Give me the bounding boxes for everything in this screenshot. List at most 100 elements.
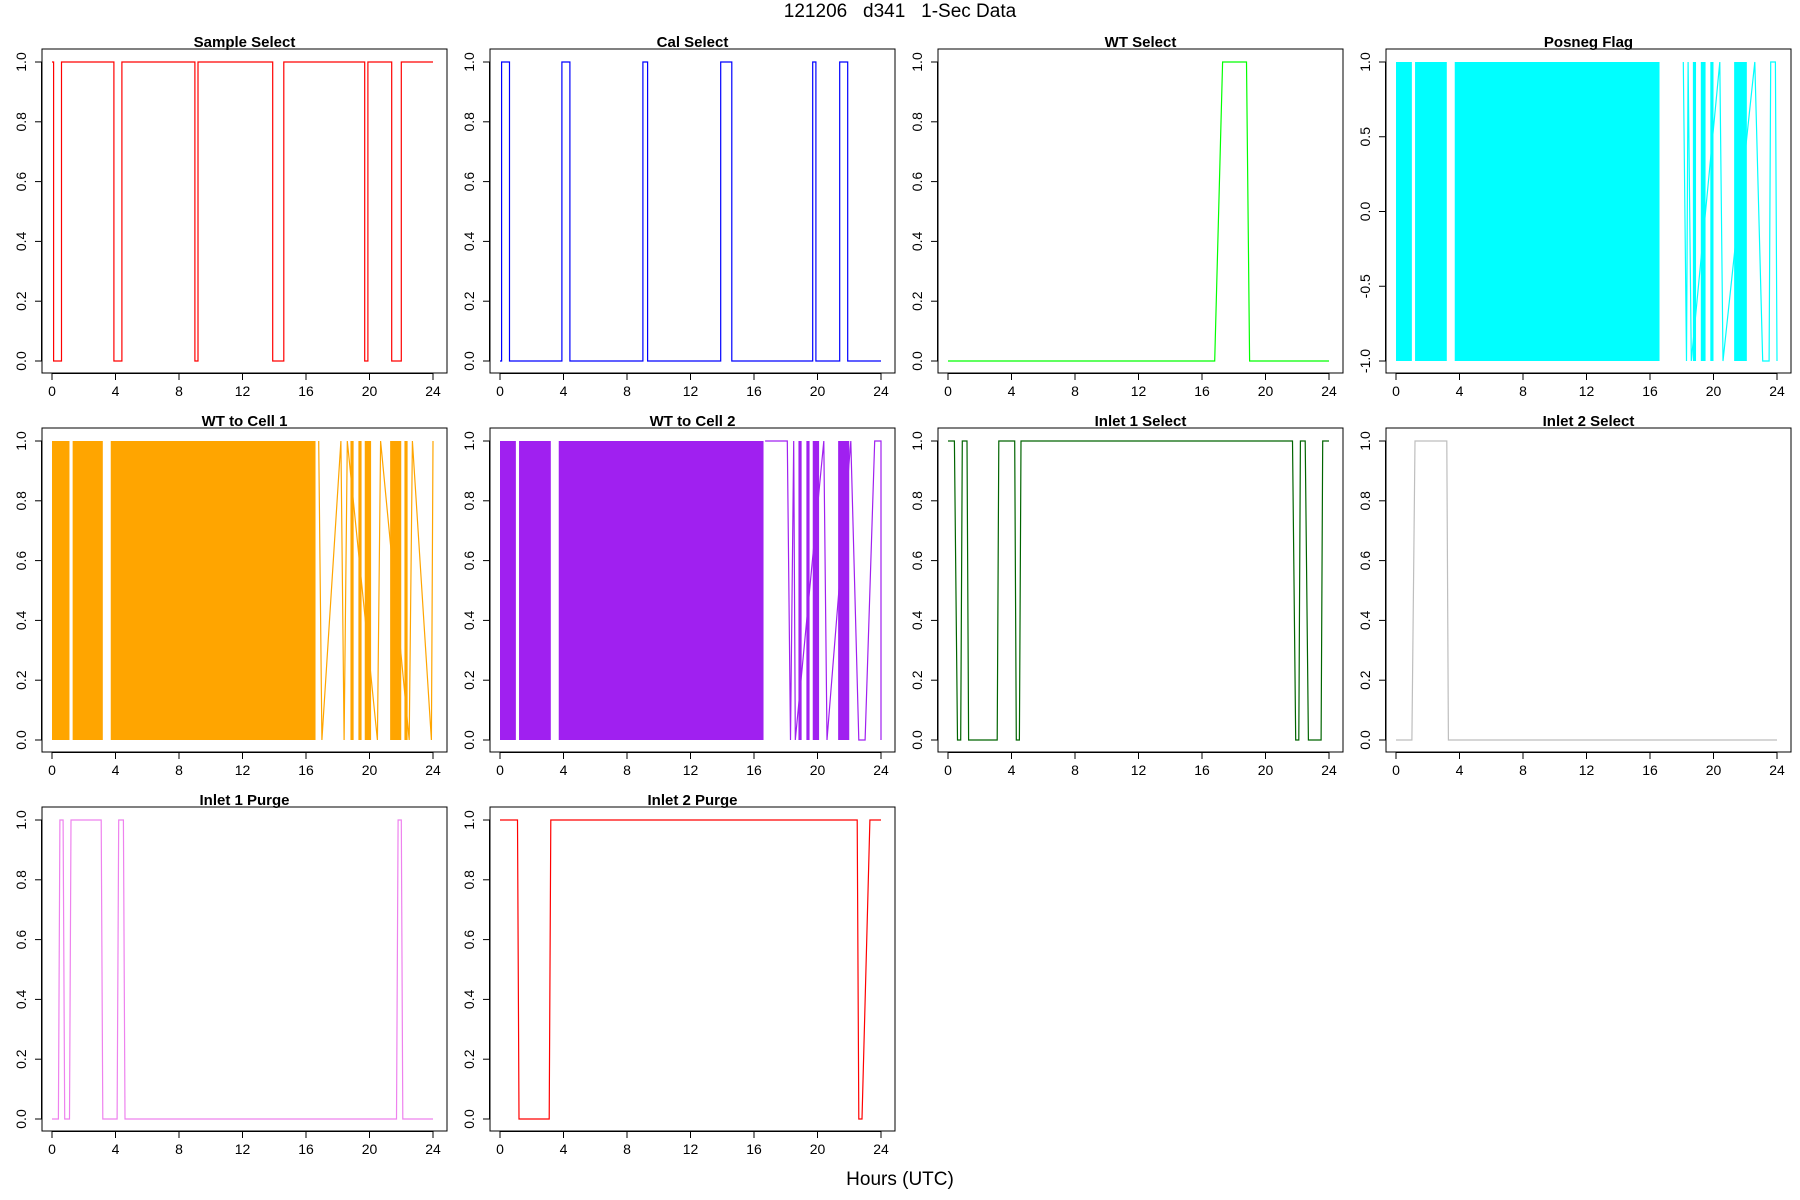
y-tick-label: 0.0: [461, 1109, 477, 1129]
y-tick-label: 0.0: [13, 1109, 29, 1129]
x-tick-label: 0: [944, 762, 952, 778]
y-tick-label: 0.0: [461, 351, 477, 371]
x-tick-label: 12: [235, 762, 251, 778]
y-tick-label: 1.0: [909, 431, 925, 451]
series-line: [500, 61, 881, 362]
series-line: [948, 440, 1329, 741]
series-line: [318, 440, 434, 741]
x-tick-label: 20: [810, 762, 826, 778]
series-line: [52, 819, 433, 1120]
y-tick-label: 0.6: [461, 930, 477, 950]
data-band: [110, 441, 316, 740]
x-tick-label: 16: [1194, 383, 1210, 399]
x-tick-label: 20: [810, 383, 826, 399]
x-axis-label: Hours (UTC): [846, 1169, 954, 1190]
data-band: [798, 441, 802, 740]
panel-title: Cal Select: [657, 34, 729, 51]
y-tick-label: 1.0: [1357, 431, 1373, 451]
x-tick-label: 16: [1194, 762, 1210, 778]
y-tick-label: 0.6: [909, 172, 925, 192]
y-tick-label: 0.6: [1357, 551, 1373, 571]
x-tick-label: 20: [1258, 383, 1274, 399]
y-tick-label: 0.2: [909, 291, 925, 311]
x-tick-label: 4: [560, 383, 568, 399]
data-band: [404, 441, 408, 740]
y-tick-label: 0.8: [461, 870, 477, 890]
y-tick-label: 0.4: [1357, 610, 1373, 630]
y-tick-label: -0.5: [1357, 274, 1373, 298]
y-tick-label: 0.0: [1357, 730, 1373, 750]
x-tick-label: 8: [623, 762, 631, 778]
y-tick-label: 0.4: [13, 610, 29, 630]
x-tick-label: 20: [362, 383, 378, 399]
series-line: [52, 61, 433, 362]
y-tick-label: 0.2: [13, 1049, 29, 1069]
y-tick-label: 0.4: [909, 231, 925, 251]
y-tick-label: 0.0: [909, 351, 925, 371]
x-tick-label: 0: [48, 383, 56, 399]
plot-frame: [489, 48, 896, 374]
y-tick-label: 0.8: [1357, 491, 1373, 511]
x-tick-label: 20: [1706, 762, 1722, 778]
data-band: [358, 441, 362, 740]
panel-title: Inlet 2 Select: [1543, 413, 1635, 430]
y-tick-label: 0.4: [461, 231, 477, 251]
y-tick-label: 0.8: [909, 112, 925, 132]
y-tick-label: 0.6: [13, 930, 29, 950]
panel-title: WT to Cell 1: [202, 413, 288, 430]
y-tick-label: 1.0: [461, 52, 477, 72]
x-tick-label: 24: [1321, 762, 1337, 778]
panel-title: Sample Select: [194, 34, 296, 51]
data-band: [1700, 62, 1706, 361]
panel-title: Posneg Flag: [1544, 34, 1633, 51]
data-band: [1734, 62, 1747, 361]
x-tick-label: 12: [1131, 762, 1147, 778]
x-tick-label: 8: [1071, 762, 1079, 778]
x-tick-label: 20: [1706, 383, 1722, 399]
data-band: [52, 441, 70, 740]
y-tick-label: 0.4: [13, 231, 29, 251]
y-tick-label: 0.4: [461, 989, 477, 1009]
y-tick-label: 0.0: [909, 730, 925, 750]
x-tick-label: 12: [683, 1141, 699, 1157]
panel-title: WT to Cell 2: [650, 413, 736, 430]
panel-cal-select: Cal Select 0 4 8 12 16 20 24 0.0 0.2 0.4 0.6 0.8 1.0: [461, 34, 896, 399]
y-tick-label: 0.2: [1357, 670, 1373, 690]
x-tick-label: 12: [235, 383, 251, 399]
series-line: [948, 61, 1329, 362]
y-tick-label: 0.6: [909, 551, 925, 571]
x-tick-label: 8: [175, 1141, 183, 1157]
x-tick-label: 0: [496, 762, 504, 778]
data-band: [1415, 62, 1447, 361]
x-tick-label: 4: [112, 383, 120, 399]
y-tick-label: 0.8: [909, 491, 925, 511]
panel-title: Inlet 2 Purge: [647, 792, 737, 809]
data-band: [1710, 62, 1714, 361]
x-tick-label: 16: [746, 762, 762, 778]
series-line: [1682, 61, 1778, 362]
x-tick-label: 24: [1769, 762, 1785, 778]
series-line: [500, 819, 881, 1120]
y-tick-label: 0.2: [461, 1049, 477, 1069]
x-tick-label: 16: [746, 1141, 762, 1157]
data-band: [72, 441, 103, 740]
y-tick-label: 1.0: [461, 810, 477, 830]
y-tick-label: 0.0: [1357, 202, 1373, 222]
y-tick-label: 0.8: [13, 491, 29, 511]
x-tick-label: 0: [496, 1141, 504, 1157]
x-tick-label: 16: [298, 383, 314, 399]
x-tick-label: 24: [1321, 383, 1337, 399]
series-line: [765, 440, 882, 741]
data-band: [1396, 62, 1412, 361]
y-tick-label: 0.8: [461, 491, 477, 511]
y-tick-label: 0.2: [461, 670, 477, 690]
x-tick-label: 24: [1769, 383, 1785, 399]
data-band: [390, 441, 402, 740]
y-tick-label: 0.2: [13, 670, 29, 690]
x-tick-label: 4: [1008, 383, 1016, 399]
y-tick-label: 1.0: [13, 810, 29, 830]
y-tick-label: 0.2: [909, 670, 925, 690]
x-tick-label: 8: [175, 383, 183, 399]
data-band: [1692, 62, 1697, 361]
